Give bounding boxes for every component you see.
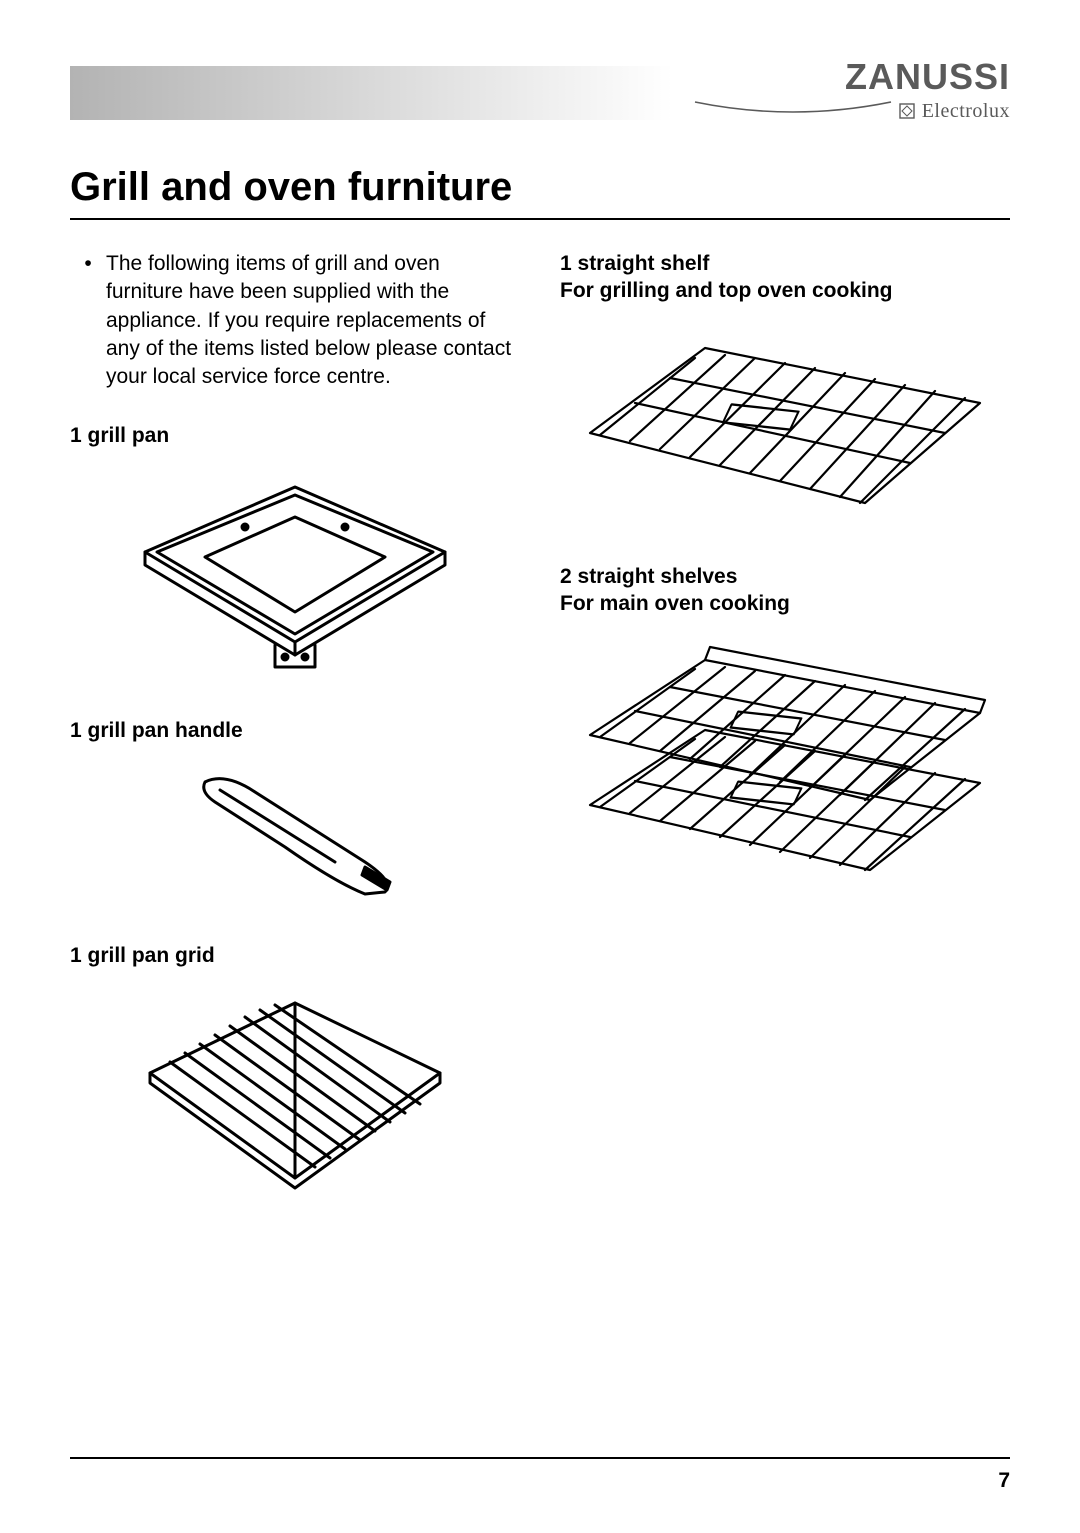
item-heading-grill-pan: 1 grill pan [70,422,520,449]
footer-rule [70,1457,1010,1459]
page-number: 7 [70,1469,1010,1493]
figure-straight-shelves [560,635,1010,905]
straight-shelf-sub: For grilling and top oven cooking [560,279,893,302]
header-gradient-bar [70,66,673,120]
title-rule [70,218,1010,220]
straight-shelves-icon [570,635,1000,905]
content-columns: • The following items of grill and oven … [70,250,1010,1238]
left-column: • The following items of grill and oven … [70,250,520,1238]
item-heading-grill-pan-grid: 1 grill pan grid [70,942,520,969]
straight-shelf-icon [575,323,995,523]
figure-grill-pan [70,467,520,677]
intro-text: The following items of grill and oven fu… [106,250,520,392]
straight-shelves-label: 2 straight shelves [560,565,737,588]
page-footer: 7 [70,1457,1010,1493]
page-title: Grill and oven furniture [70,165,1010,210]
bullet-icon: • [70,250,106,392]
straight-shelves-sub: For main oven cooking [560,592,790,615]
grill-pan-grid-icon [135,988,455,1198]
electrolux-icon [898,102,916,120]
intro-paragraph: • The following items of grill and oven … [70,250,520,392]
brand-sub-text: Electrolux [922,100,1010,123]
figure-grill-pan-grid [70,988,520,1198]
brand-sub: Electrolux [898,100,1010,123]
item-heading-straight-shelf: 1 straight shelf For grilling and top ov… [560,250,1010,305]
grill-pan-handle-icon [165,762,425,902]
brand-main: ZANUSSI [693,56,1010,98]
grill-pan-icon [125,467,465,677]
right-column: 1 straight shelf For grilling and top ov… [560,250,1010,1238]
figure-straight-shelf [560,323,1010,523]
item-heading-grill-pan-handle: 1 grill pan handle [70,717,520,744]
brand-block: ZANUSSI Electrolux [693,56,1010,125]
brand-arc-icon [693,100,893,118]
page-header: ZANUSSI Electrolux [70,60,1010,125]
figure-grill-pan-handle [70,762,520,902]
straight-shelf-label: 1 straight shelf [560,252,709,275]
item-heading-straight-shelves: 2 straight shelves For main oven cooking [560,563,1010,618]
